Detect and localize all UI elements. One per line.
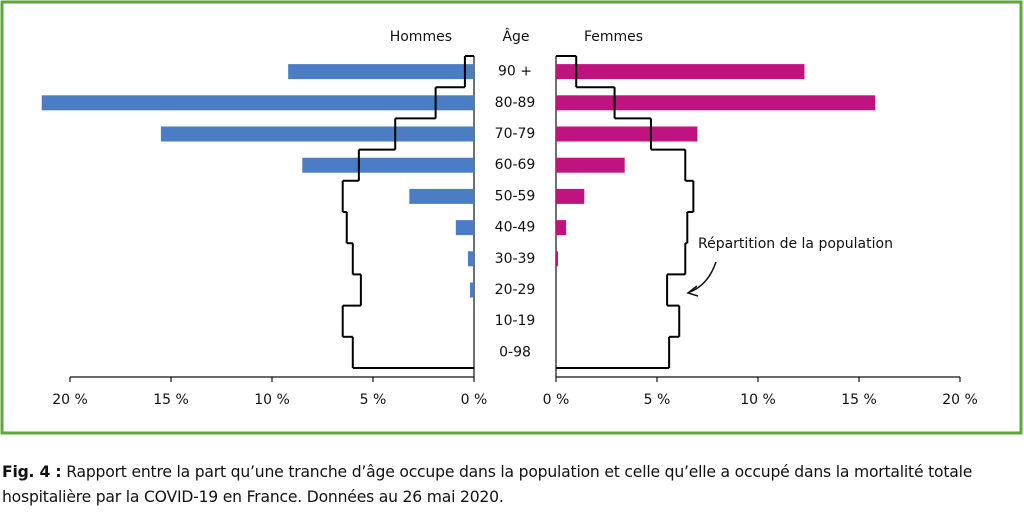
bar	[41, 95, 474, 111]
x-tick-label: 10 %	[254, 392, 290, 408]
x-tick-label: 0 %	[461, 392, 488, 408]
x-tick-label: 5 %	[644, 392, 671, 408]
caption-label: Fig. 4 :	[2, 463, 62, 481]
chart: Hommes Âge Femmes Répartition de la popu…	[0, 0, 1023, 435]
category-label: 10-19	[495, 313, 536, 329]
annotation-arrow	[689, 261, 717, 293]
frame	[0, 0, 1023, 435]
caption-text: Rapport entre la part qu’une tranche d’â…	[2, 463, 973, 506]
annotation-arrow-head	[686, 285, 699, 297]
x-tick-label: 5 %	[360, 392, 387, 408]
bar	[469, 282, 474, 298]
category-label: 0-98	[499, 344, 531, 360]
bar	[556, 157, 625, 173]
category-label: 20-29	[495, 282, 536, 298]
category-label: 70-79	[495, 126, 536, 142]
bar	[556, 220, 567, 236]
bar	[556, 64, 805, 80]
series-label: Hommes	[390, 29, 452, 45]
category-label: 80-89	[495, 95, 536, 111]
bar	[302, 157, 474, 173]
category-label: 50-59	[495, 188, 536, 204]
bar	[556, 188, 585, 204]
x-tick-label: 20 %	[942, 392, 978, 408]
category-label: 60-69	[495, 157, 536, 173]
category-label: 40-49	[495, 220, 536, 236]
caption: Fig. 4 : Rapport entre la part qu’une tr…	[2, 460, 1022, 510]
bar	[556, 251, 559, 267]
bar	[455, 220, 474, 236]
x-tick-label: 20 %	[52, 392, 88, 408]
bar	[467, 251, 474, 267]
axis-title: Âge	[502, 27, 529, 45]
bar	[160, 126, 474, 142]
x-tick-label: 0 %	[543, 392, 570, 408]
bar	[409, 188, 474, 204]
category-label: 90 +	[498, 64, 532, 80]
bar	[556, 95, 876, 111]
x-tick-label: 10 %	[740, 392, 776, 408]
series-label: Femmes	[584, 29, 643, 45]
annotation: Répartition de la population	[698, 236, 893, 252]
category-label: 30-39	[495, 251, 536, 267]
x-tick-label: 15 %	[841, 392, 877, 408]
x-tick-label: 15 %	[153, 392, 189, 408]
bar	[288, 64, 474, 80]
bar	[556, 126, 698, 142]
